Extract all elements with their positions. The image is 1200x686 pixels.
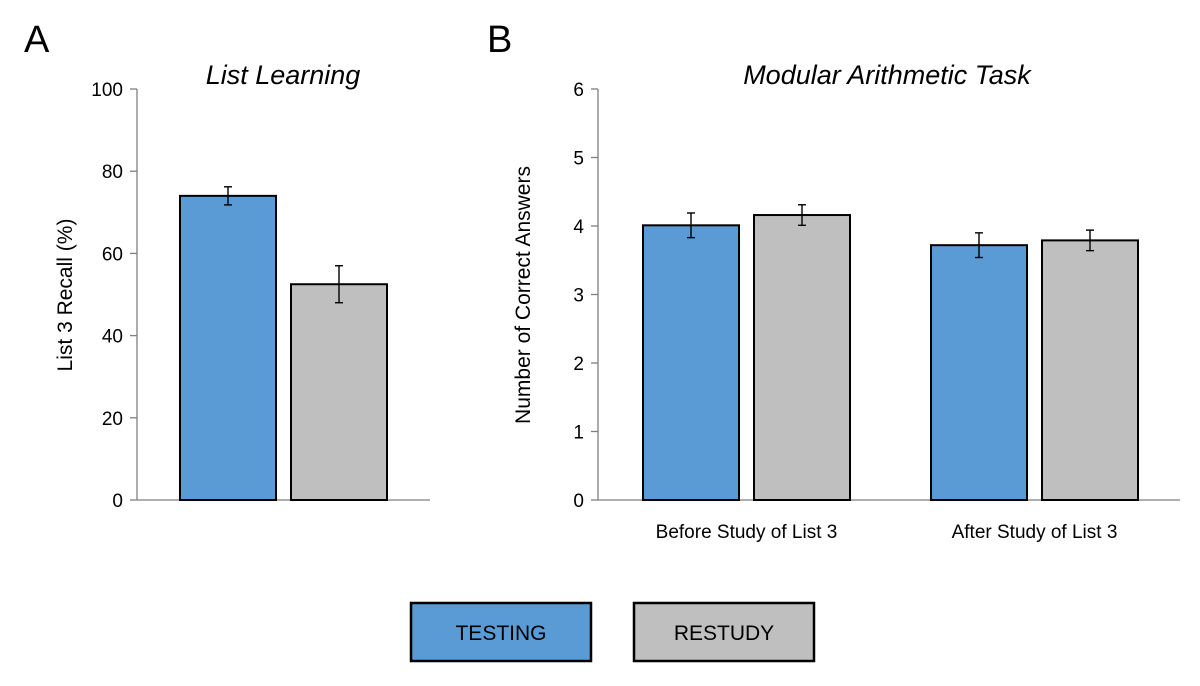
panel-a: A List Learning List 3 Recall (%) 0 20 40 6… <box>24 19 430 512</box>
panel-b-y-tick-label: 6 <box>573 80 584 101</box>
panel-a-error-bar-restudy <box>335 265 343 304</box>
panel-b-y-tick-label: 2 <box>573 354 584 375</box>
panel-b-letter: B <box>487 19 512 61</box>
legend-label-restudy: RESTUDY <box>674 622 774 645</box>
panel-b-bar-testing <box>930 244 1028 501</box>
panel-a-y-tick-label: 20 <box>102 409 123 430</box>
panel-a-y-tick-label: 60 <box>102 244 123 265</box>
panel-b-error-bar-restudy <box>1086 229 1094 252</box>
legend-swatch-testing <box>409 601 593 663</box>
panel-b-y-axis-title: Number of Correct Answers <box>512 166 535 424</box>
panel-b-y-tick-label: 4 <box>573 217 584 238</box>
panel-a-y-tick-label: 0 <box>112 491 123 512</box>
panel-b-bar-testing <box>642 224 740 501</box>
panel-a-error-bar-testing <box>224 186 232 206</box>
panel-a-y-tick-label: 80 <box>102 162 123 183</box>
legend: TESTING RESTUDY <box>409 601 816 663</box>
legend-label-testing: TESTING <box>455 622 546 645</box>
panel-b-bar-restudy <box>1041 239 1139 501</box>
legend-swatch-restudy <box>632 601 816 663</box>
panel-b-error-bar-restudy <box>798 204 806 227</box>
panel-a-bar-testing <box>179 194 277 502</box>
panel-b-y-tick-label: 1 <box>573 423 584 444</box>
panel-b-plot-area: 0 1 2 3 4 5 6 Before Study of List 3 After Study… <box>573 80 1180 543</box>
panel-b: B Modular Arithmetic Task Number of Corr… <box>487 19 1180 543</box>
panel-a-y-tick-label: 100 <box>91 80 123 101</box>
panel-b-bar-restudy <box>753 214 851 501</box>
panel-b-category-label: Before Study of List 3 <box>656 522 838 543</box>
panel-a-bar-restudy <box>290 283 388 501</box>
panel-a-title: List Learning <box>206 60 361 90</box>
panel-a-y-tick-label: 40 <box>102 327 123 348</box>
panel-a-plot-area: 0 20 40 60 80 100 <box>91 80 430 512</box>
panel-b-title: Modular Arithmetic Task <box>743 60 1032 90</box>
panel-b-y-tick-label: 3 <box>573 286 584 307</box>
panel-a-y-axis-title: List 3 Recall (%) <box>54 219 77 372</box>
panel-b-y-tick-label: 5 <box>573 149 584 170</box>
panel-b-error-bar-testing <box>975 232 983 259</box>
panel-b-category-label: After Study of List 3 <box>952 522 1118 543</box>
panel-b-error-bar-testing <box>687 212 695 239</box>
panel-b-y-tick-label: 0 <box>573 491 584 512</box>
panel-a-letter: A <box>24 19 50 61</box>
